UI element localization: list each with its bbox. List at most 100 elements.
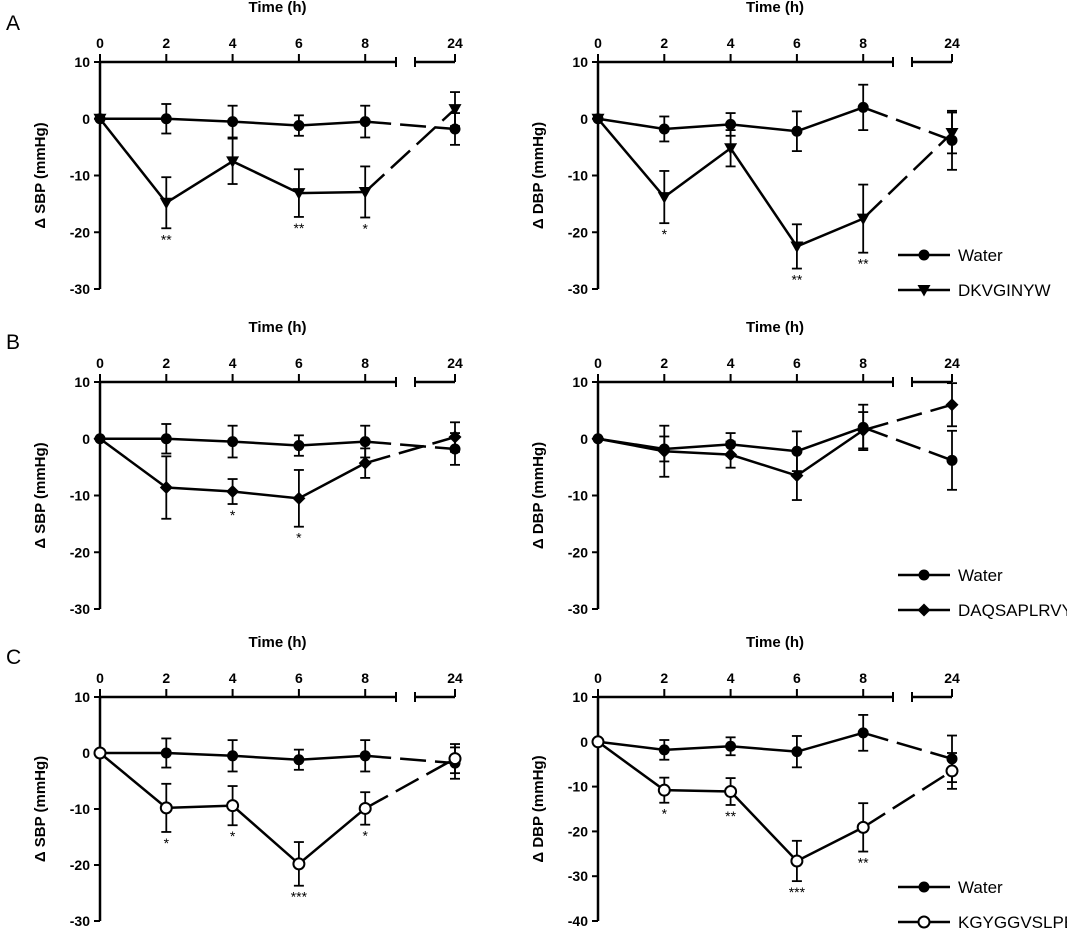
a-dbp-series-water-point-4 — [725, 118, 737, 130]
b-sbp-xtick-label-8: 8 — [361, 355, 369, 371]
c-sbp-xtick-label-4: 4 — [229, 670, 237, 686]
c-dbp-sig-8: ** — [858, 855, 869, 871]
b-sbp-xtick-label-4: 4 — [229, 355, 237, 371]
a-dbp-sig-6: ** — [791, 272, 802, 288]
a-sbp-xtick-label-2: 2 — [162, 35, 170, 51]
a-dbp-series-water-point-6 — [791, 125, 803, 137]
c-dbp-series-water-point-4 — [725, 740, 737, 752]
a-sbp-sig-8: * — [362, 220, 368, 236]
a-dbp-xtick-label-4: 4 — [727, 35, 735, 51]
c-dbp-series-peptide-point-2 — [657, 783, 671, 797]
c-dbp-ytick-label-0: 0 — [580, 734, 588, 750]
a-dbp-series-water — [592, 83, 958, 171]
b-dbp-series-peptide — [591, 382, 959, 501]
a-sbp-ytick-label--20: -20 — [70, 224, 90, 240]
b-sbp-series-water-line-dashed — [365, 440, 456, 451]
panel-letter-a: A — [6, 12, 20, 35]
c-dbp-legend-label-0: Water — [958, 878, 1003, 897]
c-sbp-sig-8: * — [362, 828, 368, 844]
b-sbp-xlabel: Time (h) — [248, 319, 306, 336]
a-dbp-legend: Water DKVGINYW — [898, 246, 1051, 300]
c-dbp-series-peptide-line-dashed — [862, 769, 953, 829]
a-sbp-xtick-label-6: 6 — [295, 35, 303, 51]
c-dbp-xtick-label-24: 24 — [944, 670, 960, 686]
c-sbp-series-water-point-8 — [359, 750, 371, 762]
a-dbp-series-water-line-dashed — [862, 106, 953, 142]
c-sbp-sig-4: * — [230, 828, 236, 844]
b-sbp-ylabel: Δ SBP (mmHg) — [32, 442, 49, 548]
a-dbp-legend-label-1: DKVGINYW — [958, 281, 1051, 300]
b-sbp-series-peptide — [93, 421, 462, 528]
c-sbp-xtick-label-0: 0 — [96, 670, 104, 686]
b-dbp-xtick-label-24: 24 — [944, 355, 960, 371]
b-sbp-series-peptide-point-2 — [159, 481, 173, 495]
c-sbp-series-water-point-4 — [227, 750, 239, 762]
a-dbp-series-peptide-point-24 — [945, 127, 959, 140]
b-dbp-ylabel: Δ DBP (mmHg) — [530, 442, 547, 549]
a-dbp-xtick-label-24: 24 — [944, 35, 960, 51]
b-dbp-xtick-label-4: 4 — [727, 355, 735, 371]
a-sbp-ytick-label-10: 10 — [74, 54, 90, 70]
c-dbp-series-peptide-point-8 — [856, 820, 870, 834]
c-dbp-legend-label-1: KGYGGVSLPEW — [958, 913, 1067, 931]
b-dbp-ytick-label-10: 10 — [572, 374, 588, 390]
c-dbp-series-peptide-point-0 — [591, 735, 605, 749]
b-dbp-series-water-line-dashed — [862, 426, 953, 462]
a-dbp-xtick-label-2: 2 — [660, 35, 668, 51]
b-dbp-ytick-label--20: -20 — [568, 544, 588, 560]
c-dbp-xtick-label-4: 4 — [727, 670, 735, 686]
b-dbp-series-peptide-point-2 — [657, 444, 671, 458]
b-sbp-ytick-label--30: -30 — [70, 601, 90, 617]
c-sbp-ytick-label--30: -30 — [70, 913, 90, 929]
b-sbp-series-peptide-point-24 — [448, 430, 462, 444]
a-sbp-series-water-line-dashed — [365, 120, 456, 131]
b-sbp-xtick-label-0: 0 — [96, 355, 104, 371]
c-sbp-xtick-label-6: 6 — [295, 670, 303, 686]
b-sbp-xtick-label-2: 2 — [162, 355, 170, 371]
a-dbp-ylabel: Δ DBP (mmHg) — [530, 122, 547, 229]
c-dbp-legend: Water KGYGGVSLPEW — [898, 878, 1067, 931]
c-sbp-series-peptide-point-6 — [292, 857, 306, 871]
c-dbp-ytick-label-10: 10 — [572, 689, 588, 705]
c-dbp-series-water-point-6 — [791, 746, 803, 758]
c-dbp-xtick-label-2: 2 — [660, 670, 668, 686]
c-dbp-xtick-label-6: 6 — [793, 670, 801, 686]
c-dbp-series-peptide-point-6 — [790, 854, 804, 868]
c-sbp-series-peptide-point-4 — [226, 799, 240, 813]
c-sbp-series-peptide-point-24 — [448, 752, 462, 766]
b-dbp-ytick-label--30: -30 — [568, 601, 588, 617]
b-dbp-legend-marker-1 — [917, 603, 931, 617]
c-sbp-series-peptide-line-dashed — [364, 757, 456, 810]
b-sbp-series-water-point-8 — [359, 436, 371, 448]
a-sbp-series-water — [94, 103, 461, 146]
c-sbp-series-peptide-point-0 — [93, 746, 107, 760]
a-dbp-series-peptide-point-8 — [856, 213, 870, 226]
a-dbp-sig-8: ** — [858, 256, 869, 272]
b-sbp-ytick-label-10: 10 — [74, 374, 90, 390]
c-sbp-ytick-label--10: -10 — [70, 801, 90, 817]
c-sbp-ytick-label-0: 0 — [82, 745, 90, 761]
c-sbp-series-peptide-point-8 — [358, 801, 372, 815]
b-sbp-series-peptide-point-4 — [226, 485, 240, 499]
b-dbp-xtick-label-8: 8 — [859, 355, 867, 371]
b-dbp-ytick-label--10: -10 — [568, 488, 588, 504]
c-dbp-series-water — [592, 714, 958, 784]
c-dbp-ytick-label--40: -40 — [568, 913, 588, 929]
a-dbp-series-peptide-point-2 — [657, 192, 671, 204]
a-sbp-series-peptide-point-8 — [358, 186, 372, 199]
b-dbp-legend-marker-0 — [918, 569, 930, 581]
panel-letter-c: C — [6, 646, 21, 669]
c-dbp-series-peptide-point-4 — [724, 785, 738, 799]
c-sbp-sig-2: * — [164, 835, 170, 851]
c-sbp-series-water-point-6 — [293, 754, 305, 766]
a-dbp-legend-marker-0 — [918, 249, 930, 261]
c-dbp-sig-4: ** — [725, 808, 736, 824]
c-dbp-xtick-label-8: 8 — [859, 670, 867, 686]
a-sbp-sig-6: ** — [293, 220, 304, 236]
a-dbp-series-water-point-2 — [658, 123, 670, 135]
